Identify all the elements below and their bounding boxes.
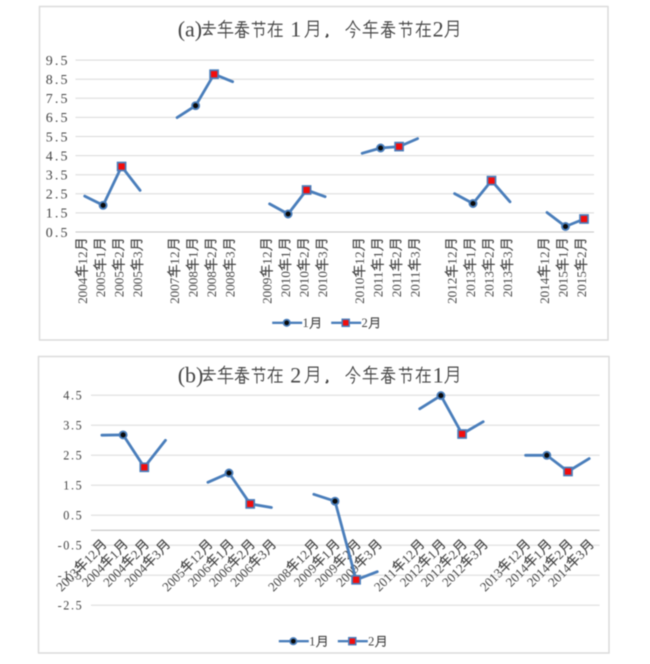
svg-text:2.5: 2.5 [63, 449, 83, 463]
svg-text:-0.5: -0.5 [58, 539, 84, 553]
svg-text:0.5: 0.5 [46, 226, 70, 241]
svg-text:2010: 2010 [278, 271, 293, 298]
svg-text:3: 3 [223, 251, 238, 258]
svg-text:2013: 2013 [482, 271, 497, 298]
svg-text:1: 1 [463, 251, 478, 258]
svg-text:12: 12 [352, 252, 367, 265]
svg-text:12: 12 [167, 252, 182, 265]
svg-text:-1.5: -1.5 [58, 569, 84, 583]
svg-text:2: 2 [389, 251, 404, 258]
svg-text:2: 2 [368, 635, 374, 649]
svg-text:2013: 2013 [463, 271, 478, 298]
svg-text:3.5: 3.5 [63, 419, 83, 433]
svg-text:2008: 2008 [223, 271, 238, 298]
svg-text:3: 3 [408, 251, 423, 258]
svg-text:2005: 2005 [112, 271, 127, 298]
svg-text:0.5: 0.5 [63, 509, 83, 523]
svg-text:2008: 2008 [186, 271, 201, 298]
svg-text:12: 12 [537, 252, 552, 265]
svg-text:1.5: 1.5 [46, 207, 70, 222]
svg-text:1: 1 [303, 316, 309, 330]
svg-text:-2.5: -2.5 [58, 599, 84, 613]
svg-text:2010: 2010 [297, 271, 312, 298]
svg-text:2: 2 [204, 251, 219, 258]
svg-text:1: 1 [278, 251, 293, 258]
svg-text:1: 1 [93, 251, 108, 258]
svg-text:3: 3 [315, 251, 330, 258]
svg-text:2: 2 [433, 17, 444, 42]
svg-text:2011: 2011 [389, 272, 404, 298]
svg-text:4.5: 4.5 [46, 149, 70, 164]
svg-text:2005: 2005 [93, 271, 108, 298]
svg-text:5.5: 5.5 [46, 130, 70, 145]
svg-text:6.5: 6.5 [46, 111, 70, 126]
svg-text:1: 1 [290, 17, 301, 42]
svg-text:2009: 2009 [260, 277, 275, 304]
svg-text:(b): (b) [178, 362, 204, 387]
svg-text:8.5: 8.5 [46, 73, 70, 88]
svg-text:2014: 2014 [537, 277, 552, 304]
svg-text:7.5: 7.5 [46, 92, 70, 107]
svg-text:3.5: 3.5 [46, 169, 70, 184]
svg-text:2: 2 [574, 251, 589, 258]
svg-text:3: 3 [130, 251, 145, 258]
svg-text:1: 1 [556, 251, 571, 258]
svg-text:2013: 2013 [500, 271, 515, 298]
svg-text:2007: 2007 [167, 277, 182, 304]
svg-text:2012: 2012 [445, 278, 460, 304]
svg-text:4.5: 4.5 [63, 389, 83, 403]
svg-text:1.5: 1.5 [63, 479, 83, 493]
svg-text:2011: 2011 [371, 272, 386, 298]
svg-text:2: 2 [290, 362, 301, 387]
svg-text:2015: 2015 [574, 271, 589, 298]
svg-text:12: 12 [75, 252, 90, 265]
svg-text:3: 3 [500, 251, 515, 258]
svg-text:2: 2 [112, 251, 127, 258]
svg-text:2008: 2008 [204, 271, 219, 298]
svg-text:2011: 2011 [408, 272, 423, 298]
svg-text:2: 2 [482, 251, 497, 258]
svg-text:2010: 2010 [352, 277, 367, 304]
svg-text:12: 12 [445, 252, 460, 265]
svg-text:2.5: 2.5 [46, 188, 70, 203]
svg-text:9.5: 9.5 [46, 54, 70, 69]
svg-text:2: 2 [362, 316, 368, 330]
svg-text:2005: 2005 [130, 271, 145, 298]
svg-text:2004: 2004 [75, 277, 90, 304]
svg-text:12: 12 [260, 252, 275, 265]
svg-text:(a): (a) [178, 17, 202, 42]
svg-text:2015: 2015 [556, 271, 571, 298]
svg-text:1: 1 [309, 635, 315, 649]
svg-text:2010: 2010 [315, 271, 330, 298]
svg-text:1: 1 [371, 251, 386, 258]
svg-text:2: 2 [297, 251, 312, 258]
svg-text:1: 1 [186, 251, 201, 258]
svg-text:1: 1 [433, 362, 444, 387]
